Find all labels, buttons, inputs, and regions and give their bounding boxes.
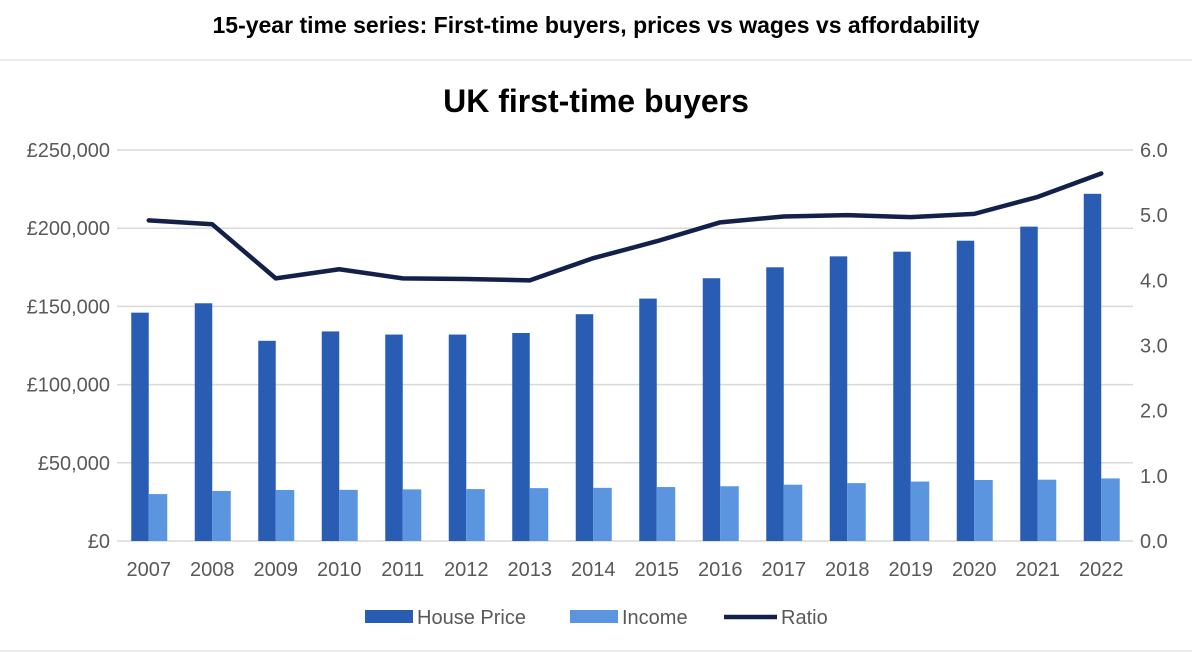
house-price-bar	[829, 256, 848, 541]
income-bar	[847, 483, 866, 541]
income-bar	[910, 481, 930, 541]
house-price-bar	[131, 312, 149, 541]
income-bar	[402, 489, 422, 541]
house-price-bar	[893, 251, 911, 541]
income-bar	[1101, 478, 1120, 541]
right-tick-label: 4.0	[1140, 270, 1168, 292]
house-price-bar	[1083, 193, 1102, 542]
x-tick-label: 2019	[889, 559, 934, 581]
left-tick-label: £0	[88, 531, 110, 553]
house-price-bar	[766, 267, 784, 541]
x-tick-label: 2010	[317, 559, 362, 581]
x-tick-label: 2016	[698, 559, 743, 581]
income-bar	[593, 487, 612, 541]
left-tick-label: £100,000	[27, 375, 110, 397]
house-price-bar	[639, 298, 657, 541]
house-price-bar	[321, 331, 340, 541]
legend-swatch-income	[570, 610, 618, 623]
house-price-bar	[448, 334, 467, 541]
income-bar	[529, 488, 549, 541]
income-bar	[275, 490, 295, 541]
income-bar	[656, 487, 676, 541]
house-price-bar	[194, 303, 213, 541]
right-tick-label: 5.0	[1140, 205, 1168, 227]
left-tick-label: £200,000	[27, 218, 110, 240]
right-tick-label: 3.0	[1140, 336, 1168, 358]
x-tick-label: 2017	[762, 559, 807, 581]
x-tick-label: 2022	[1079, 559, 1124, 581]
x-tick-label: 2013	[508, 559, 553, 581]
legend-label-ratio: Ratio	[781, 607, 828, 629]
right-tick-label: 6.0	[1140, 140, 1168, 162]
page-title: 15-year time series: First-time buyers, …	[212, 12, 979, 38]
x-tick-label: 2009	[254, 559, 299, 581]
legend-label-house-price: House Price	[417, 607, 526, 629]
income-bar	[339, 489, 358, 541]
left-tick-label: £50,000	[38, 453, 110, 475]
x-tick-label: 2008	[190, 559, 235, 581]
x-tick-label: 2015	[635, 559, 680, 581]
right-tick-label: 2.0	[1140, 401, 1168, 423]
house-price-bar	[1020, 226, 1038, 542]
house-price-bar	[702, 278, 721, 541]
ratio-line	[146, 171, 1104, 283]
x-tick-label: 2011	[381, 559, 424, 581]
x-tick-label: 2021	[1016, 559, 1061, 581]
right-tick-label: 1.0	[1140, 466, 1168, 488]
x-tick-label: 2018	[825, 559, 870, 581]
house-price-bar	[512, 332, 530, 541]
x-tick-label: 2012	[444, 559, 489, 581]
x-tick-label: 2007	[127, 559, 172, 581]
left-tick-label: £250,000	[27, 140, 110, 162]
income-bar	[212, 490, 231, 541]
house-price-bar	[956, 240, 975, 541]
income-bar	[974, 480, 993, 541]
x-tick-label: 2014	[571, 559, 616, 581]
income-bar	[466, 489, 485, 541]
house-price-bar	[385, 334, 403, 541]
legend-swatch-house-price	[365, 610, 413, 623]
legend-label-income: Income	[622, 607, 688, 629]
x-tick-label: 2020	[952, 559, 997, 581]
income-bar	[1037, 479, 1057, 541]
income-bar	[720, 486, 739, 541]
right-tick-label: 0.0	[1140, 531, 1168, 553]
income-bar	[148, 494, 168, 541]
house-price-bar	[575, 314, 594, 541]
house-price-bar	[258, 340, 276, 541]
income-bar	[783, 484, 803, 541]
left-tick-label: £150,000	[27, 296, 110, 318]
chart-title: UK first-time buyers	[443, 83, 749, 119]
